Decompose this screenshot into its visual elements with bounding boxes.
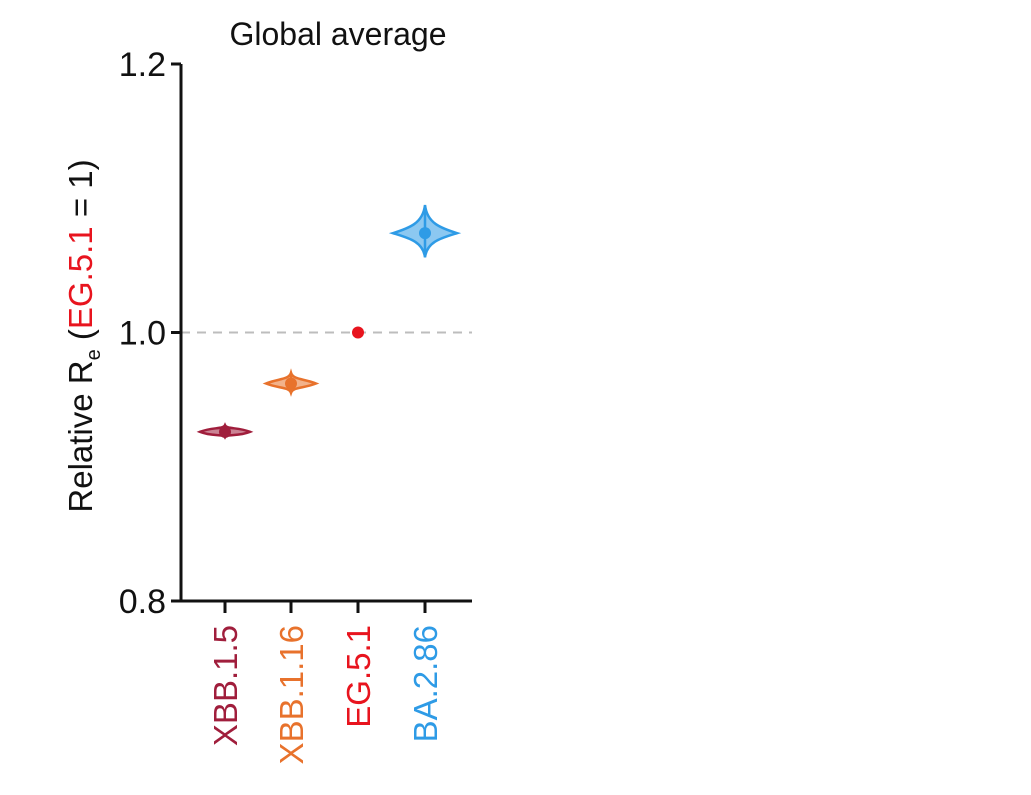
y-axis-label-prefix: Relative R <box>62 360 99 512</box>
x-tick-label: EG.5.1 <box>340 625 377 728</box>
y-tick-label: 0.8 <box>119 583 166 621</box>
y-axis-label: Relative Re (EG.5.1 = 1) <box>62 159 105 512</box>
median-point-xbb-1-16 <box>285 377 297 390</box>
y-axis-label-suffix: = 1) <box>62 159 99 226</box>
y-axis-label-reference: EG.5.1 <box>62 226 99 329</box>
y-tick-label: 1.2 <box>119 46 166 84</box>
x-tick-label: BA.2.86 <box>407 625 444 742</box>
x-tick-label: XBB.1.16 <box>273 625 310 764</box>
chart-title: Global average <box>229 16 446 52</box>
median-point-eg-5-1 <box>352 326 364 339</box>
y-axis-label-subscript: e <box>83 349 105 360</box>
y-axis-label-open: ( <box>62 329 99 349</box>
median-point-xbb-1-5 <box>219 425 231 438</box>
median-point-ba-2-86 <box>419 227 431 240</box>
x-tick-label: XBB.1.5 <box>207 625 244 746</box>
y-tick-label: 1.0 <box>119 315 166 353</box>
